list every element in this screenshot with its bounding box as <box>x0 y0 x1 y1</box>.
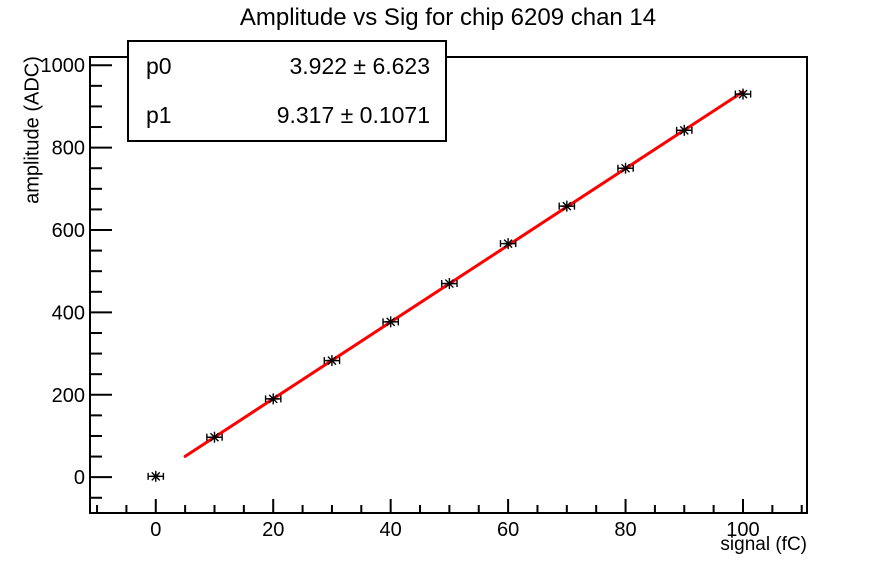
data-point <box>734 88 752 100</box>
fit-stats-box: p0 3.922 ± 6.623 p1 9.317 ± 0.1071 <box>127 40 447 142</box>
x-tick-label: 0 <box>150 519 161 541</box>
x-tick-label: 100 <box>726 519 759 541</box>
x-tick-label: 20 <box>262 519 284 541</box>
x-tick-label: 40 <box>380 519 402 541</box>
data-point <box>558 200 576 212</box>
y-tick-label: 1000 <box>41 55 86 77</box>
data-point <box>264 393 282 405</box>
y-tick-label: 800 <box>52 138 85 160</box>
chart-title: Amplitude vs Sig for chip 6209 chan 14 <box>239 4 657 31</box>
fit-line <box>183 90 745 458</box>
y-tick-label: 600 <box>52 220 85 242</box>
data-point <box>323 355 341 367</box>
y-tick-label: 400 <box>52 302 85 324</box>
stats-p0-label: p0 <box>146 53 172 79</box>
data-point <box>441 278 458 290</box>
data-point <box>675 124 693 136</box>
x-tick-label: 80 <box>614 519 636 541</box>
stats-p1-value: 9.317 ± 0.1071 <box>276 102 430 128</box>
y-tick-label: 0 <box>74 467 85 489</box>
x-tick-label: 60 <box>497 519 519 541</box>
x-axis-title: signal (fC) <box>720 534 807 555</box>
data-point <box>147 470 165 482</box>
stats-row-p0: p0 3.922 ± 6.623 <box>129 53 445 80</box>
y-axis-title: amplitude (ADC) <box>21 56 44 204</box>
stats-p1-label: p1 <box>146 102 172 128</box>
stats-row-p1: p1 9.317 ± 0.1071 <box>129 102 445 129</box>
stats-p0-value: 3.922 ± 6.623 <box>289 53 430 79</box>
data-point <box>382 316 399 328</box>
y-tick-label: 200 <box>52 385 85 407</box>
data-point <box>617 162 634 174</box>
data-point <box>499 238 517 250</box>
data-point <box>206 431 223 443</box>
